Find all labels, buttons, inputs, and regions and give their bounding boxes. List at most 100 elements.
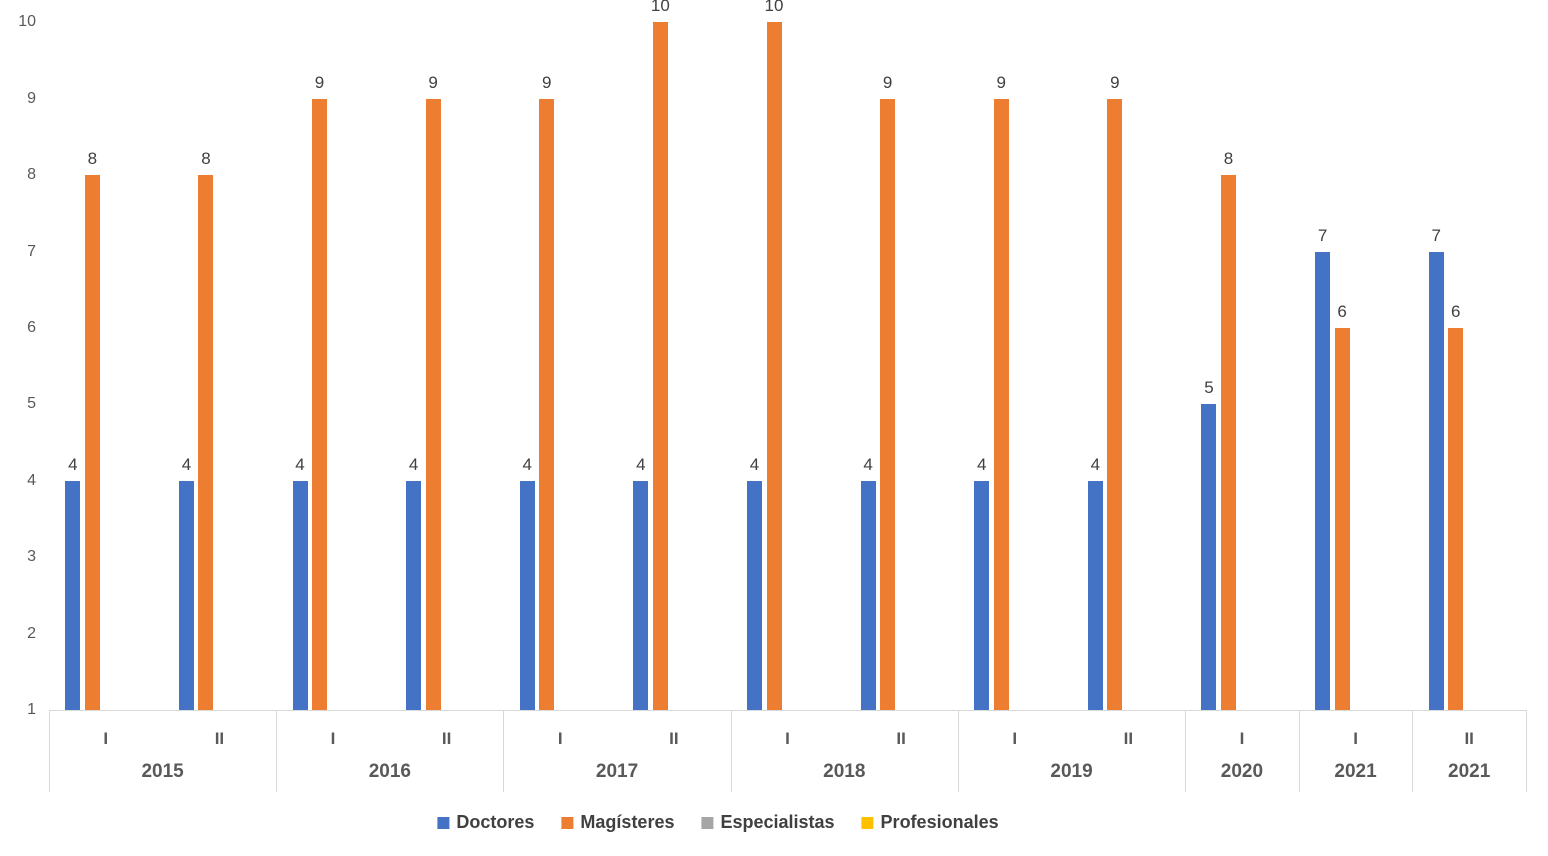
bar-magísteres [198,175,214,710]
y-axis-tick-label: 4 [27,471,36,489]
x-axis-semester-label: II [1123,729,1134,748]
legend-label: Magísteres [580,812,675,832]
bar-value-label: 4 [181,454,192,474]
x-axis-year-label: 2018 [823,761,866,782]
category-divider [1298,710,1300,792]
bar-doctores [178,480,194,710]
bar-value-label: 8 [87,149,98,169]
bar-value-label: 4 [68,454,78,474]
bar-value-label: 4 [863,454,873,474]
y-axis-tick-label: 1 [27,701,36,718]
bar-magísteres [652,22,668,710]
bar-magísteres [1107,98,1123,710]
bar-value-label: 8 [201,149,211,169]
category-divider [1185,710,1187,792]
bar-value-label: 10 [764,0,784,16]
bar-doctores [1087,480,1103,710]
legend-item-profesionales: Profesionales [861,812,999,833]
y-axis-tick-label: 10 [18,13,36,31]
bar-value-label: 4 [295,454,305,474]
bar-magísteres [312,98,328,710]
y-axis-tick-label: 2 [27,624,36,642]
bar-value-label: 6 [1337,302,1347,321]
category-divider [49,710,50,792]
x-axis-year-label: 2021 [1334,761,1377,782]
category-divider [730,710,732,792]
bar-doctores [1201,404,1217,710]
bar-value-label: 4 [976,454,987,474]
y-axis-tick-label: 9 [27,89,36,107]
y-axis-tick-label: 7 [27,242,36,260]
legend-item-doctores: Doctores [437,812,534,833]
legend-swatch-icon [561,816,574,829]
chart-legend: Doctores Magísteres Especialistas Profesion… [437,812,999,833]
legend-label: Doctores [456,812,535,832]
legend-label: Especialistas [720,812,835,832]
bar-doctores [1315,251,1331,710]
bar-magísteres [993,98,1009,710]
x-axis-year-label: 2020 [1220,761,1264,782]
bar-value-label: 4 [522,454,532,474]
category-divider [276,710,278,792]
bar-value-label: 8 [1223,149,1234,169]
category-divider [1526,710,1527,792]
legend-item-especialistas: Especialistas [701,812,835,833]
bar-magísteres [539,98,555,710]
x-axis-semester-label: I [557,729,563,748]
bar-value-label: 7 [1431,225,1441,245]
x-axis-semester-label: II [896,729,906,748]
category-divider [503,710,505,792]
bar-doctores [974,480,990,710]
y-axis-tick-label: 6 [27,319,36,336]
bar-doctores [406,480,422,710]
x-axis-semester-label: I [1353,729,1358,748]
x-axis-semester-label: I [1239,729,1245,748]
bar-value-label: 4 [636,454,646,474]
x-axis-line [49,710,1526,711]
bar-value-label: 9 [314,72,325,92]
bar-doctores [747,480,762,710]
bar-doctores [860,480,876,710]
y-axis-tick-label: 8 [27,166,36,184]
x-axis-year-label: 2016 [368,761,411,782]
legend-swatch-icon [701,816,714,829]
category-divider [957,710,959,792]
bar-doctores [519,480,535,710]
bar-value-label: 9 [882,72,893,92]
x-axis-year-label: 2015 [141,761,184,782]
bar-value-label: 9 [542,72,552,92]
category-divider [1412,710,1414,792]
bar-value-label: 7 [1317,225,1328,245]
x-axis-year-label: 2019 [1050,761,1093,782]
bar-doctores [292,480,308,710]
bar-magísteres [766,22,782,710]
x-axis-semester-label: II [669,729,679,748]
bar-magísteres [880,98,896,710]
x-axis-semester-label: I [1012,729,1018,748]
y-axis-tick-label: 3 [27,548,36,566]
bar-value-label: 4 [408,454,419,474]
plot-area: 1 2 3 4 5 6 7 8 9 10 2015 2016 2017 2018 2019 2020 2021 2… [18,0,1527,792]
bar-magísteres [425,98,441,710]
bar-value-label: 9 [428,72,438,92]
bar-doctores [633,480,649,710]
bar-value-label: 4 [1090,454,1101,474]
legend-item-magísteres: Magísteres [561,812,674,833]
bar-value-label: 5 [1204,378,1214,398]
x-axis-semester-label: I [785,729,790,748]
bar-doctores [1428,251,1444,710]
bar-magísteres [1448,328,1464,710]
bar-value-label: 6 [1450,302,1461,321]
bar-magísteres [84,175,100,710]
x-axis-semester-label: II [441,729,452,748]
bar-magísteres [1334,328,1350,710]
bar-value-label: 9 [996,72,1006,92]
legend-swatch-icon [437,816,450,829]
x-axis-semester-label: I [330,729,336,748]
x-axis-semester-label: II [214,729,225,748]
legend-swatch-icon [861,816,874,829]
x-axis-semester-label: I [103,729,109,748]
bar-doctores [65,480,81,710]
y-axis-tick-label: 5 [27,395,36,413]
